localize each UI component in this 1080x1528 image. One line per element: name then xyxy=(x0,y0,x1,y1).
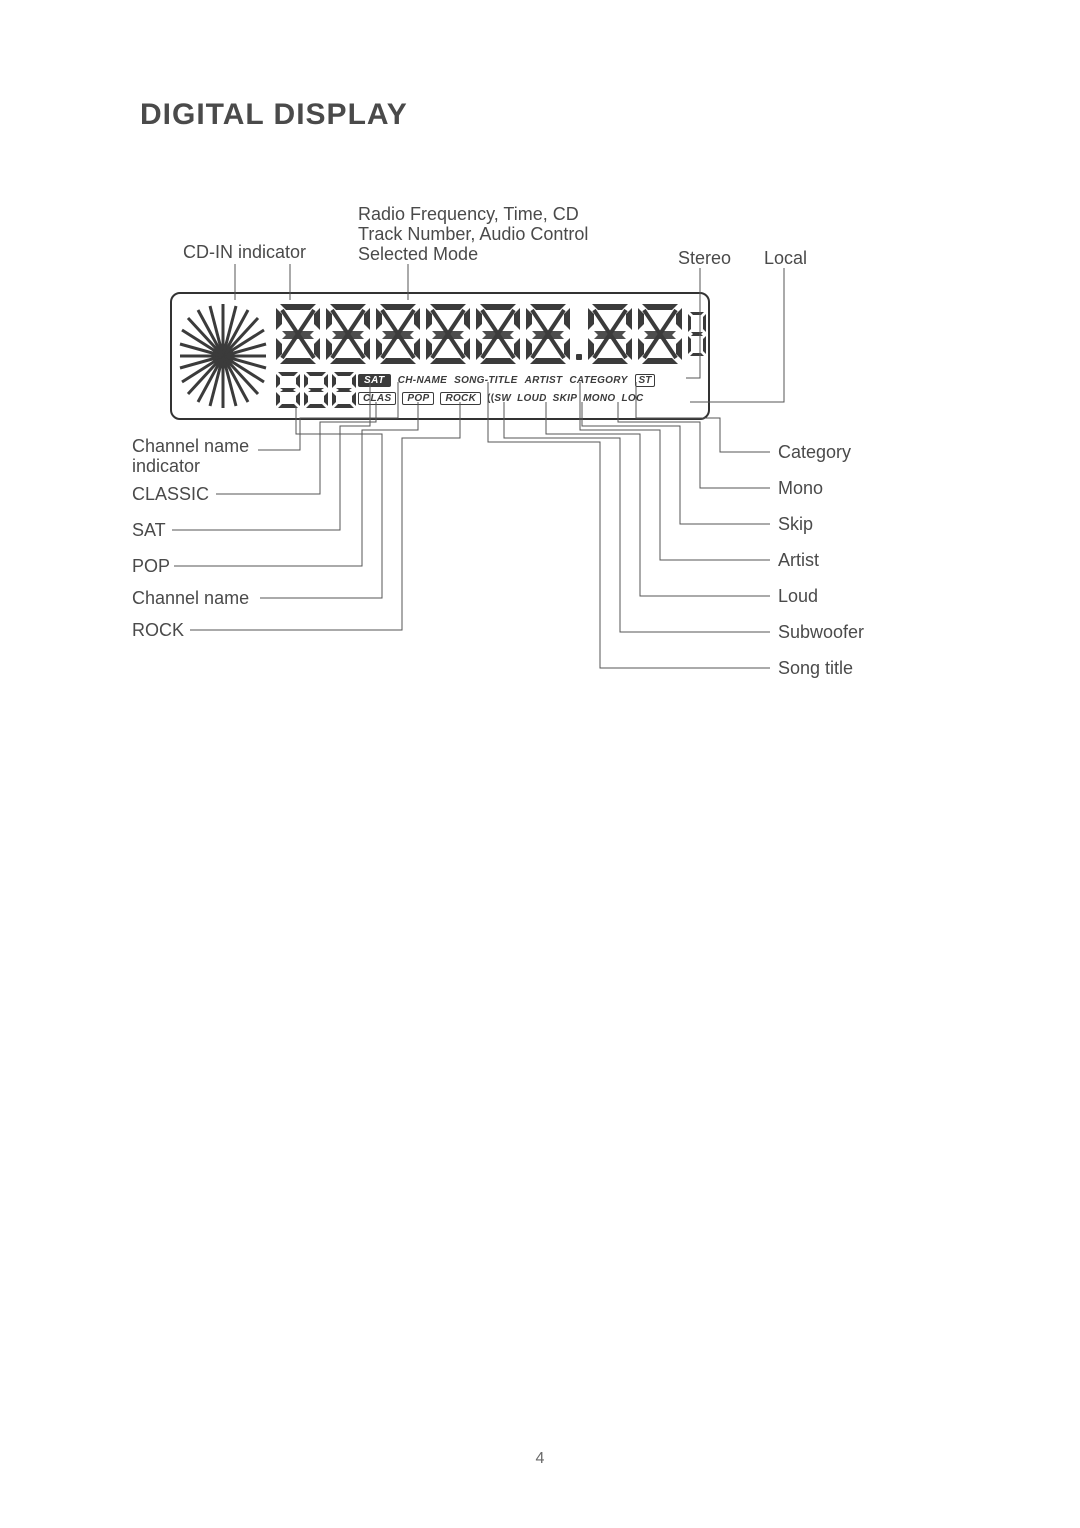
rock-indicator: ROCK xyxy=(440,392,481,405)
channel-name-ind-label-line2: indicator xyxy=(132,456,200,477)
segment-digit xyxy=(326,304,370,364)
mono-label: Mono xyxy=(778,478,823,499)
page-title: DIGITAL DISPLAY xyxy=(140,98,408,132)
segment-digit-small xyxy=(304,372,328,408)
category-indicator: CATEGORY xyxy=(569,375,627,386)
stereo-label: Stereo xyxy=(678,248,731,269)
pop-indicator: POP xyxy=(402,392,434,405)
classic-label: CLASSIC xyxy=(132,484,209,505)
rock-label: ROCK xyxy=(132,620,184,641)
page-number: 4 xyxy=(536,1450,545,1468)
ch-name-indicator: CH-NAME xyxy=(398,375,447,386)
loc-indicator: LOC xyxy=(621,393,643,404)
loud-indicator: LOUD xyxy=(517,393,547,404)
segment-digit xyxy=(526,304,570,364)
indicator-row-2: CLAS POP ROCK ((SW LOUD SKIP MONO LOC xyxy=(358,392,644,405)
sat-indicator: SAT xyxy=(358,374,391,387)
channel-name-label: Channel name xyxy=(132,588,249,609)
skip-indicator: SKIP xyxy=(553,393,578,404)
cd-in-indicator-label: CD-IN indicator xyxy=(183,242,306,263)
stereo-indicator: ST xyxy=(635,374,656,387)
clas-indicator: CLAS xyxy=(358,392,396,405)
segment-digit xyxy=(426,304,470,364)
skip-label: Skip xyxy=(778,514,813,535)
segment-digit-small xyxy=(276,372,300,408)
category-label: Category xyxy=(778,442,851,463)
top-multi-label-line1: Radio Frequency, Time, CD xyxy=(358,204,579,225)
mono-indicator: MONO xyxy=(583,393,615,404)
indicator-row-1: SAT CH-NAME SONG-TITLE ARTIST CATEGORY S… xyxy=(358,374,655,387)
local-label: Local xyxy=(764,248,807,269)
song-title-label: Song title xyxy=(778,658,853,679)
segment-digit xyxy=(588,304,632,364)
artist-indicator: ARTIST xyxy=(525,375,563,386)
song-title-indicator: SONG-TITLE xyxy=(454,375,518,386)
small-segment-row xyxy=(276,372,356,408)
sat-label: SAT xyxy=(132,520,166,541)
decorative-burst-icon xyxy=(178,300,268,412)
top-multi-label-line2: Track Number, Audio Control xyxy=(358,224,588,245)
channel-name-ind-label-line1: Channel name xyxy=(132,436,249,457)
main-segment-row xyxy=(276,304,706,364)
lcd-panel: SAT CH-NAME SONG-TITLE ARTIST CATEGORY S… xyxy=(170,292,710,420)
subwoofer-label: Subwoofer xyxy=(778,622,864,643)
decimal-dot xyxy=(576,354,582,360)
sw-indicator: ((SW xyxy=(487,393,511,404)
segment-digit-small xyxy=(332,372,356,408)
top-multi-label-line3: Selected Mode xyxy=(358,244,478,265)
segment-digit xyxy=(376,304,420,364)
artist-label: Artist xyxy=(778,550,819,571)
loud-label: Loud xyxy=(778,586,818,607)
segment-digit-small-trailing xyxy=(688,312,706,356)
segment-digit xyxy=(638,304,682,364)
segment-digit xyxy=(276,304,320,364)
segment-digit xyxy=(476,304,520,364)
pop-label: POP xyxy=(132,556,170,577)
